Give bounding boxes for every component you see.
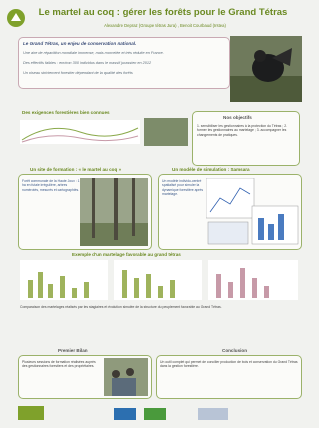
body-text: Forêt communale de la Haute Joux : 1 ha …	[22, 179, 80, 192]
section-heading: Un site de formation : « le martel au co…	[30, 167, 121, 172]
section-heading: Premier Bilan	[58, 348, 88, 353]
section-heading: Un modèle de simulation : Samsara	[172, 167, 250, 172]
intro-line: Des effectifs faibles : environ 300 indi…	[23, 60, 223, 67]
example-charts	[20, 260, 300, 302]
requirements-figure	[20, 118, 190, 146]
section-heading: Conclusion	[222, 348, 247, 353]
section-heading: Des exigences forestières bien connues	[22, 110, 110, 115]
group-photo	[104, 358, 148, 396]
logo	[6, 8, 26, 28]
body-text: Un outil complet qui permet de concilier…	[160, 360, 300, 369]
objectives-box: Nos objectifs 1. sensibiliser les gestio…	[192, 111, 300, 166]
bird-photo	[230, 36, 302, 102]
intro-line: Une aire de répartition mondiale immense…	[23, 50, 223, 57]
forest-photo	[80, 178, 148, 246]
partner-logos	[18, 404, 302, 424]
poster: Le martel au coq : gérer les forêts pour…	[0, 0, 319, 428]
body-text: Plusieurs sessions de formation réalisée…	[22, 360, 100, 369]
title: Le martel au coq : gérer les forêts pour…	[28, 7, 298, 18]
conclusion-box: Un outil complet qui permet de concilier…	[156, 355, 302, 399]
body-text: Un modèle individu-centré spatialisé pou…	[162, 179, 206, 196]
section-heading: Exemple d'un martelage favorable au gran…	[72, 252, 181, 257]
section-heading: Nos objectifs	[223, 115, 252, 120]
software-screenshots	[206, 178, 300, 246]
authors: Alexandre Depraz (Groupe tétras Jura) , …	[40, 23, 290, 28]
intro-line: Un oiseau strictement forestier dépendan…	[23, 70, 223, 77]
body-text: Comparaison des martelages réalisés par …	[20, 305, 300, 309]
intro-box: Le Grand Tétras, un enjeu de conservatio…	[18, 37, 230, 89]
body-text: 1. sensibiliser les gestionnaires à la p…	[197, 124, 297, 137]
intro-heading: Le Grand Tétras, un enjeu de conservatio…	[23, 41, 136, 46]
